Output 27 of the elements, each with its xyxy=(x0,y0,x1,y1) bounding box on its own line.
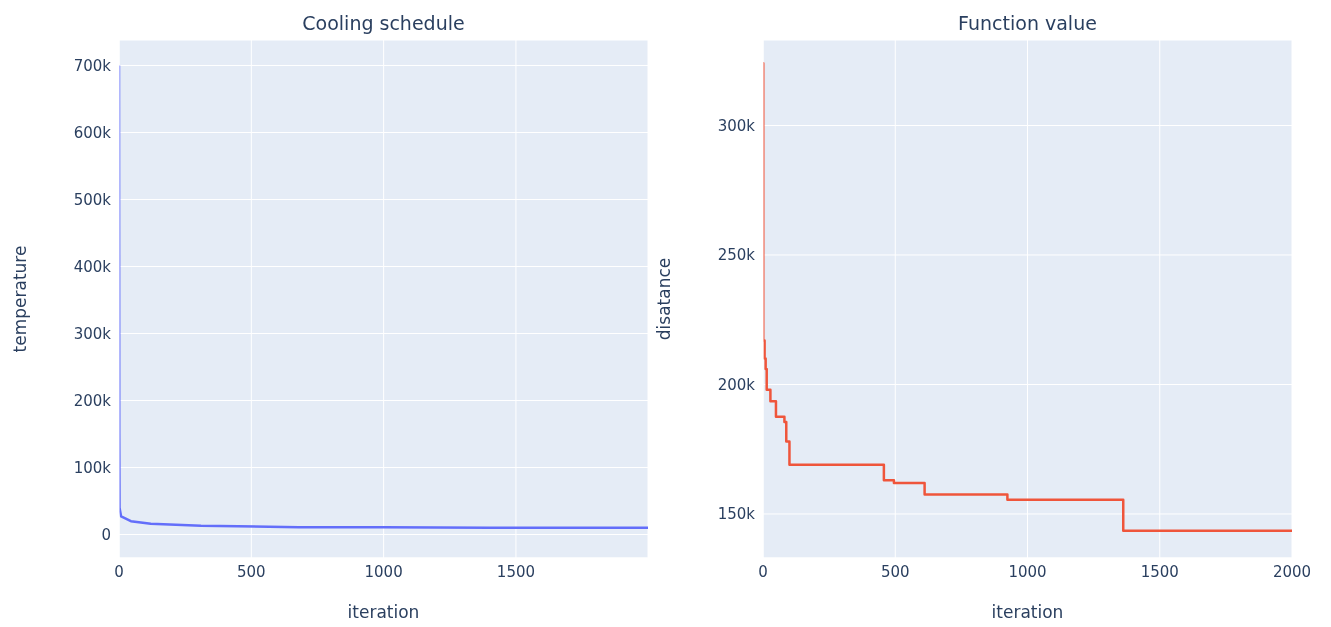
y-tick-label: 600k xyxy=(73,123,112,142)
y-tick-label: 400k xyxy=(73,257,112,276)
y-tick-label: 200k xyxy=(717,375,756,394)
chart-title: Function value xyxy=(957,12,1098,34)
x-tick-label: 1000 xyxy=(1008,562,1047,581)
y-tick-label: 100k xyxy=(73,458,112,477)
x-axis-title: iteration xyxy=(991,602,1064,622)
x-tick-label: 0 xyxy=(758,562,768,581)
x-tick-label: 500 xyxy=(880,562,910,581)
y-axis-title: temperature xyxy=(10,245,31,353)
x-tick-label: 2000 xyxy=(1272,562,1312,581)
y-tick-label: 500k xyxy=(73,190,112,209)
y-tick-label: 300k xyxy=(73,324,112,343)
x-tick-label: 0 xyxy=(114,562,124,581)
x-tick-label: 1500 xyxy=(496,562,536,581)
x-tick-label: 1000 xyxy=(364,562,403,581)
y-tick-label: 200k xyxy=(73,391,112,410)
y-axis-title: disatance xyxy=(654,257,675,341)
y-tick-label: 250k xyxy=(717,246,756,265)
y-tick-label: 700k xyxy=(73,56,112,75)
y-tick-label: 300k xyxy=(717,116,756,135)
chart-title: Cooling schedule xyxy=(301,12,466,34)
y-tick-label: 150k xyxy=(717,505,756,524)
x-tick-label: 500 xyxy=(237,562,266,581)
x-tick-label: 1500 xyxy=(1140,562,1179,581)
x-axis-title: iteration xyxy=(347,602,420,622)
y-tick-label: 0 xyxy=(101,525,111,544)
